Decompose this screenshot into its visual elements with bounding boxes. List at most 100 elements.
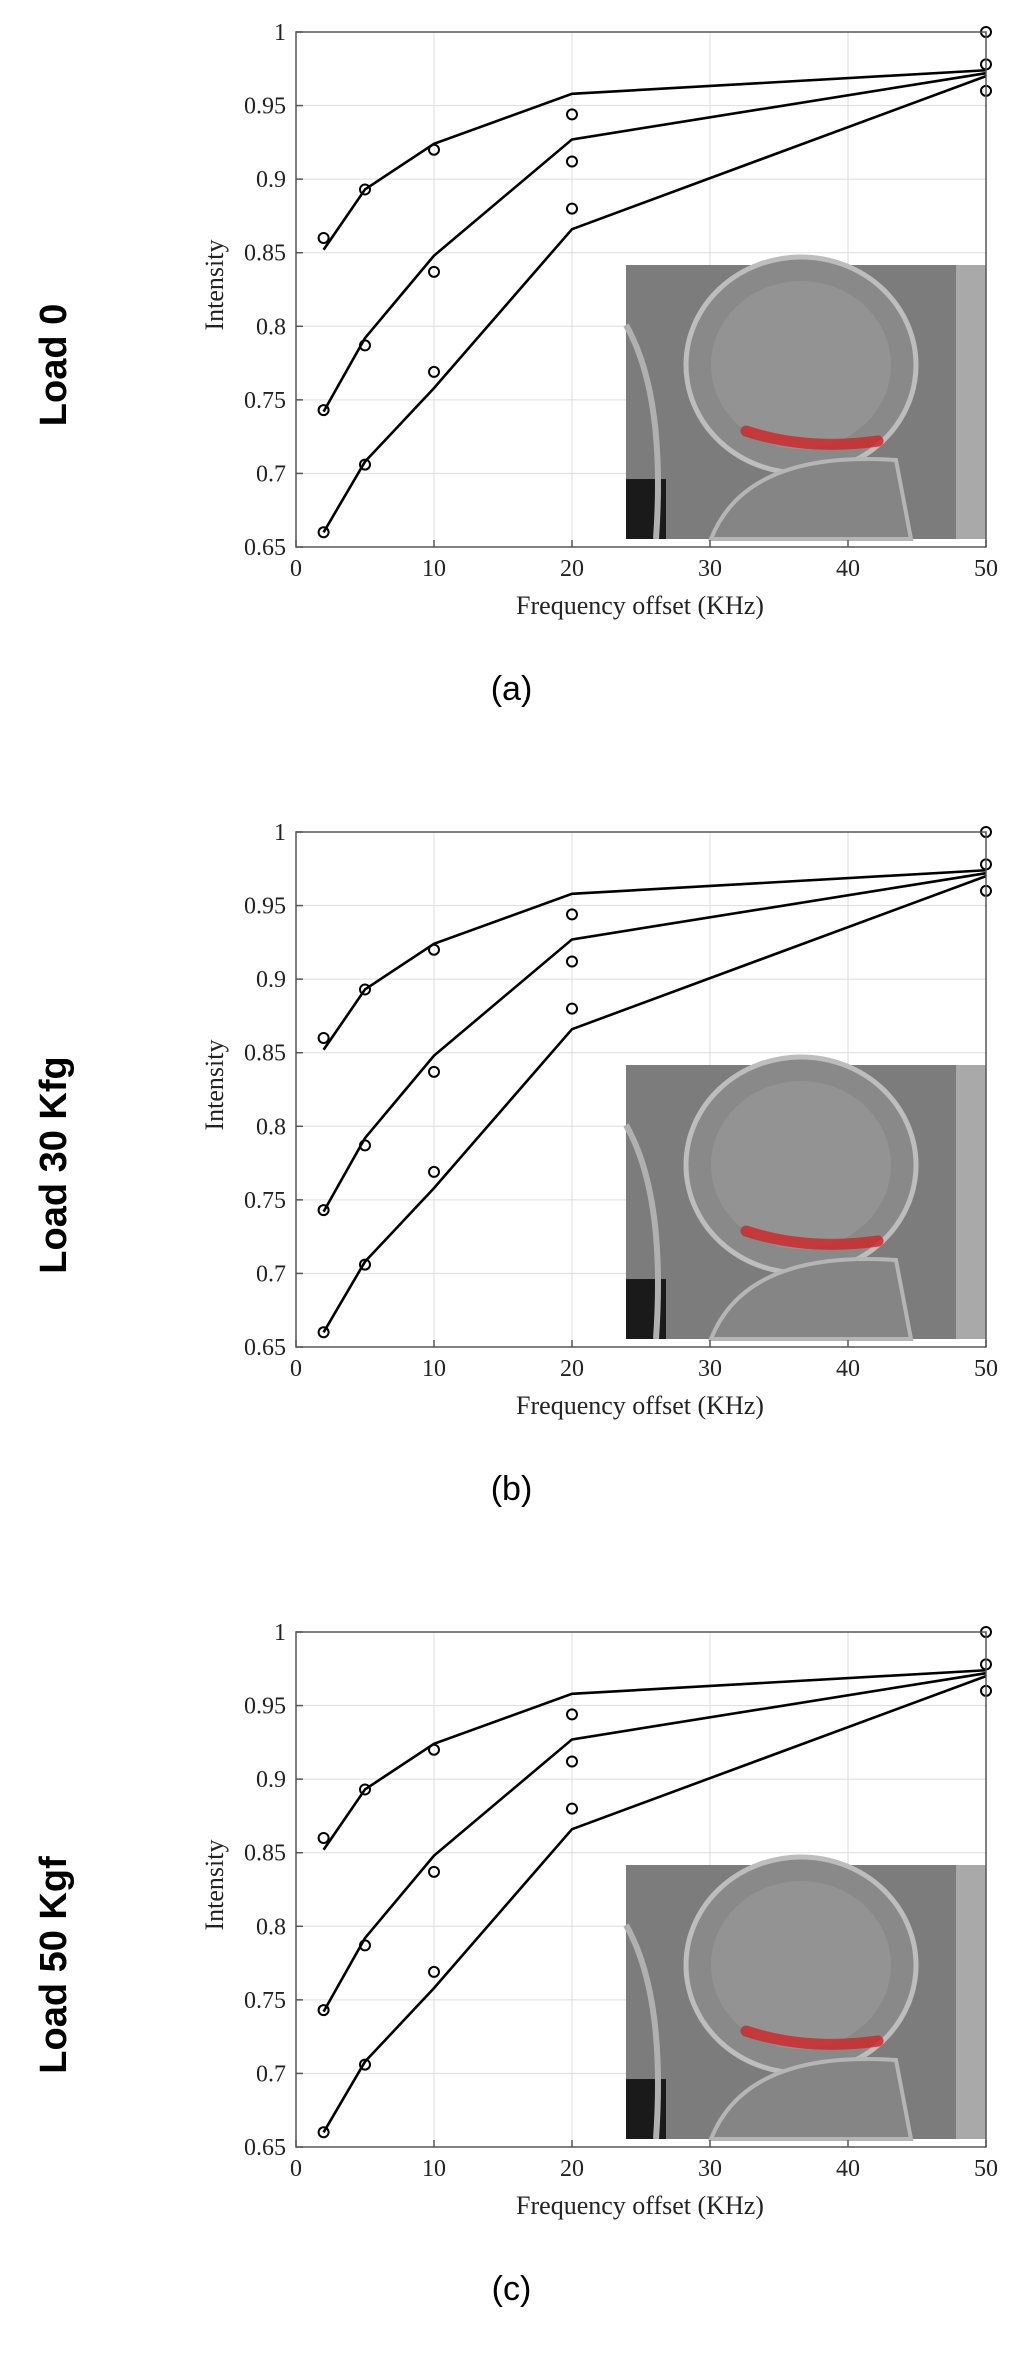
series-1-data-point <box>428 1743 440 1756</box>
series-1-fit-line <box>322 868 987 1051</box>
x-axis-title: Frequency offset (KHz) <box>516 2191 764 2220</box>
series-2-data-point <box>317 1204 330 1217</box>
caption: (b) <box>490 1470 533 1508</box>
chart-svg-c: Load 50 Kgf 0 10 20 30 40 50 0.65 0.7 0.75 0.8 0.8… <box>33 1620 998 2220</box>
plot-area: 0 10 20 30 40 50 0.65 0.7 0.75 0.8 0.85 0.9 0.95 1 <box>244 1620 998 2182</box>
mri-soft-tissue <box>623 1123 661 1340</box>
mri-bright-edge <box>956 1865 986 2139</box>
series-3-data-point <box>566 202 578 215</box>
series-1-data-point <box>566 108 578 121</box>
y-tick-label: 0.95 <box>244 894 286 920</box>
chart-svg-a: Load 0 0 10 20 30 40 500.650.70.750.80.850.90… <box>33 20 998 620</box>
y-tick-label: 0.65 <box>244 2135 286 2161</box>
series-2-fit-line <box>322 871 987 1213</box>
axis-frame <box>295 831 987 1348</box>
y-tick-label: 0.75 <box>244 1988 286 2014</box>
y-tick-label: 0.9 <box>256 967 286 993</box>
series-1-data-point <box>317 232 330 244</box>
x-tick-label: 40 <box>836 556 860 582</box>
caption: (c) <box>491 2270 532 2308</box>
mri-cartilage-overlay <box>740 2025 884 2050</box>
series-2-data-point <box>359 1139 371 1152</box>
row-label: Load 0 <box>33 304 75 426</box>
series-2-data-point <box>317 2004 330 2017</box>
y-tick-label: 0.85 <box>244 241 286 267</box>
series-2-fit-line <box>322 71 987 413</box>
series-3-fit-line <box>322 1674 987 2133</box>
x-tick-label: 50 <box>974 1356 998 1382</box>
x-axis-title: Frequency offset (KHz) <box>516 1391 764 1420</box>
chart-panel-a: Load 0 0 10 20 30 40 50 0.65 0.7 0.75 0.8 0.85 0.9 0… <box>0 0 1023 780</box>
series-2-data-point <box>428 1065 440 1078</box>
series-1-fit-line <box>322 1668 987 1851</box>
x-tick-label: 0 <box>290 556 302 582</box>
y-tick-label: 0.85 <box>244 1041 286 1067</box>
mri-tibial-plateau <box>708 1257 914 1341</box>
series-3-fit-line <box>322 74 987 533</box>
series-3-data-point <box>317 1326 330 1339</box>
y-tick-label: 0.9 <box>256 167 286 193</box>
series-2-data-point <box>317 404 330 417</box>
x-tick-label: 0 <box>290 1356 302 1382</box>
x-tick-label: 10 <box>422 2156 446 2182</box>
mri-bright-edge <box>956 265 986 539</box>
chart-panel-c: Load 50 Kgf 0 10 20 30 40 50 0.65 0.7 0.75 0.8 0.8… <box>0 1600 1023 2380</box>
y-axis-title: Intensity <box>200 1840 229 1931</box>
series-3-data-point <box>317 526 330 539</box>
axis-frame <box>295 1631 987 2148</box>
y-tick-label: 0.9 <box>256 1767 286 1793</box>
series-3-data-point <box>359 1258 371 1271</box>
y-tick-label: 0.85 <box>244 1841 286 1867</box>
plot-area: 0 10 20 30 40 50 0.65 0.7 0.75 0.8 0.85 0.9 0.95 1 <box>244 820 998 1382</box>
x-tick-label: 50 <box>974 556 998 582</box>
y-tick-label: 0.7 <box>256 2061 286 2087</box>
series-1-fit-line <box>322 68 987 251</box>
axis-frame <box>295 31 987 548</box>
series-1-data-point <box>359 1783 371 1796</box>
series-2-data-point <box>359 1939 371 1952</box>
x-tick-label: 10 <box>422 1356 446 1382</box>
x-tick-label: 30 <box>698 2156 722 2182</box>
y-tick-label: 0.95 <box>244 1694 286 1720</box>
mri-condyle-inner <box>711 1081 891 1249</box>
row-label: Load 30 Kfg <box>33 1056 75 1273</box>
series-1-data-point <box>359 183 371 196</box>
x-tick-label: 10 <box>422 556 446 582</box>
y-tick-label: 0.8 <box>256 1914 286 1940</box>
y-tick-label: 0.65 <box>244 1335 286 1361</box>
y-tick-label: 0.7 <box>256 1261 286 1287</box>
series-2-data-point <box>359 339 371 352</box>
x-tick-label: 40 <box>836 1356 860 1382</box>
caption: (a) <box>490 670 533 708</box>
series-2-data-point <box>428 1865 440 1878</box>
row-label: Load 50 Kgf <box>33 1856 75 2074</box>
series-1-data-point <box>566 1708 578 1721</box>
series-2-data-point <box>428 265 440 278</box>
mri-condyle-inner <box>711 281 891 449</box>
mri-bright-edge <box>956 1065 986 1339</box>
chart-svg-b: Load 30 Kfg 0 10 20 30 40 50 0.65 0.7 0.75 0.8 0.8… <box>33 820 998 1420</box>
series-3-fit-line <box>322 874 987 1333</box>
series-3-data-point <box>566 1802 578 1815</box>
knee-mri-image <box>623 254 986 541</box>
series-3-data-point <box>428 1165 440 1178</box>
y-tick-label: 1 <box>274 1620 286 1646</box>
x-tick-label: 20 <box>560 2156 584 2182</box>
x-tick-label: 30 <box>698 556 722 582</box>
y-tick-label: 1 <box>274 820 286 846</box>
series-2-data-point <box>566 955 578 968</box>
y-tick-label: 0.8 <box>256 314 286 340</box>
y-tick-label: 0.65 <box>244 535 286 561</box>
mri-soft-tissue <box>623 1923 661 2140</box>
mri-condyle-inner <box>711 1881 891 2049</box>
mri-tibial-plateau <box>708 2057 914 2141</box>
x-tick-label: 20 <box>560 556 584 582</box>
x-tick-label: 50 <box>974 2156 998 2182</box>
series-3-data-point <box>359 2058 371 2071</box>
knee-mri-image <box>623 1854 986 2141</box>
x-tick-label: 20 <box>560 1356 584 1382</box>
series-2-data-point <box>566 1755 578 1768</box>
mri-tibial-plateau <box>708 457 914 541</box>
y-axis-title: Intensity <box>200 1040 229 1131</box>
series-2-fit-line <box>322 1671 987 2013</box>
